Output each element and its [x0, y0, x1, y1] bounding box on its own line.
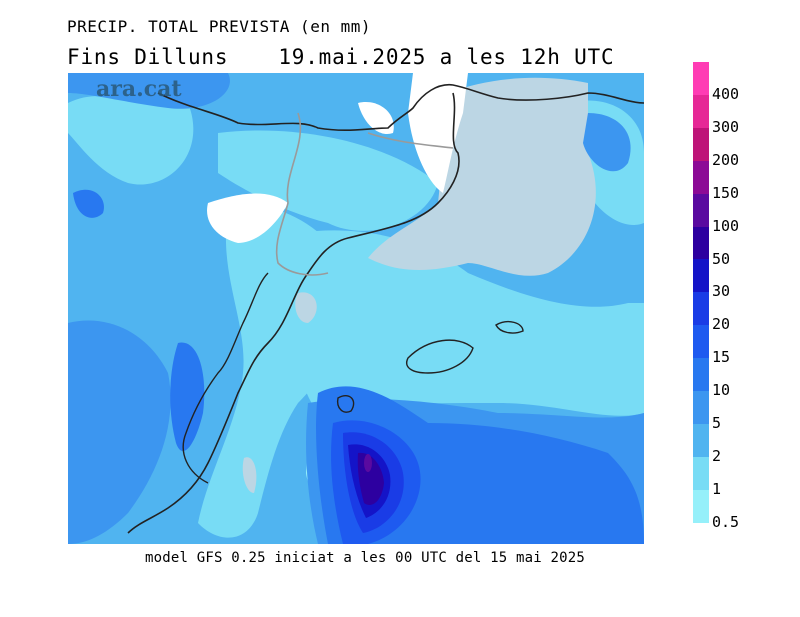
legend-label: 200 [712, 150, 740, 169]
precip-area [218, 130, 438, 231]
legend-label: 0.5 [712, 512, 740, 531]
legend-label: 30 [712, 282, 731, 301]
precip-area [364, 454, 372, 472]
legend-label: 50 [712, 249, 731, 268]
legend-label: 100 [712, 216, 740, 235]
coastline [157, 83, 644, 132]
legend-label: 300 [712, 117, 740, 136]
legend-label: 5 [712, 414, 722, 432]
legend-swatch [693, 94, 709, 128]
island [336, 394, 355, 413]
subtitle-left: Fins Dilluns [67, 45, 229, 69]
no-precip-area [408, 73, 468, 193]
precip-area [68, 320, 171, 544]
legend-swatch [693, 292, 709, 326]
legend-swatch [693, 391, 709, 424]
dry-area [368, 77, 596, 276]
dry-area [242, 457, 257, 493]
coastline [127, 92, 460, 534]
legend-label: 15 [712, 348, 731, 367]
legend-label: 2 [712, 446, 722, 465]
legend-label: 400 [712, 85, 740, 103]
island [495, 321, 524, 334]
legend-label: 150 [712, 183, 740, 202]
precip-area [73, 189, 104, 218]
legend-swatch [693, 325, 709, 359]
legend-label: 10 [712, 381, 731, 400]
legend-swatch [693, 456, 709, 490]
legend-swatch [693, 226, 709, 260]
legend-swatch [693, 423, 709, 457]
legend-swatch [693, 259, 709, 293]
legend-label: 20 [712, 315, 731, 334]
legend-swatch [693, 489, 709, 523]
legend-swatch [693, 193, 709, 227]
precip-area [170, 342, 205, 452]
dry-area [295, 292, 317, 323]
ara-cat-logo: ara.cat [96, 76, 182, 102]
no-precip-area [207, 193, 288, 243]
legend-swatch [693, 62, 709, 95]
border-line [367, 132, 454, 149]
legend-swatch [693, 358, 709, 392]
map-subtitle: Fins Dilluns 19.mai.2025 a les 12h UTC [67, 45, 614, 69]
precip-area [68, 95, 194, 185]
no-precip-area [358, 102, 394, 134]
subtitle-right: 19.mai.2025 a les 12h UTC [278, 45, 615, 69]
precipitation-map-svg [68, 73, 644, 544]
coastline [182, 272, 269, 484]
map-title: PRECIP. TOTAL PREVISTA (en mm) [67, 17, 371, 36]
island [406, 339, 474, 374]
border-line [275, 112, 329, 276]
model-info: model GFS 0.25 iniciat a les 00 UTC del … [144, 550, 586, 566]
legend-swatch [693, 160, 709, 194]
precip-area [292, 230, 644, 416]
legend-swatch [693, 127, 709, 161]
precip-area [583, 113, 631, 172]
legend-label: 1 [712, 479, 722, 498]
precipitation-map [68, 73, 644, 544]
precip-area [68, 73, 230, 109]
